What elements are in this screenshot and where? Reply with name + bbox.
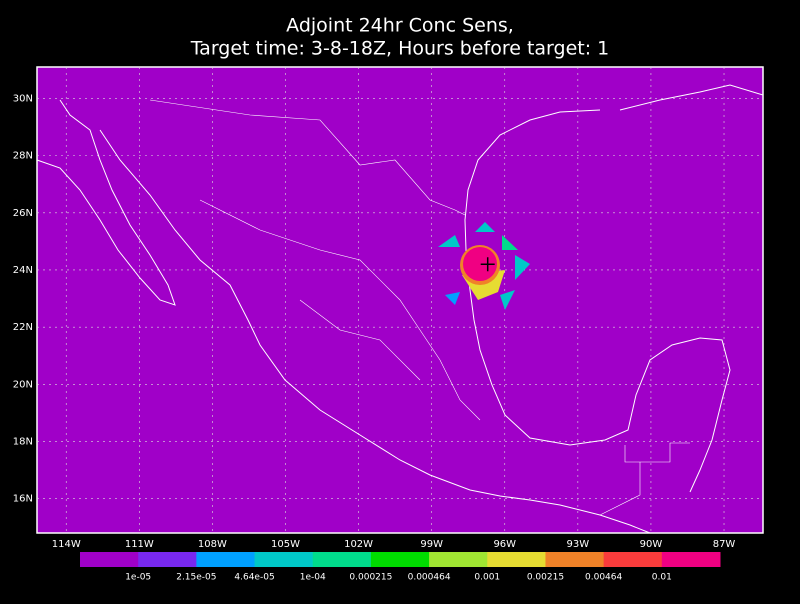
colorbar-label: 2.15e-05 — [176, 573, 216, 583]
lat-label: 24N — [13, 265, 33, 276]
border — [599, 442, 690, 516]
lat-label: 20N — [13, 379, 33, 390]
title-line: Target time: 3-8-18Z, Hours before targe… — [190, 38, 610, 60]
lon-label: 99W — [420, 539, 443, 550]
lon-label: 87W — [713, 539, 736, 550]
lat-label: 16N — [13, 494, 33, 505]
grid — [37, 67, 763, 533]
colorbar: 1e-05 2.15e-05 4.64e-05 1e-04 0.000215 0.0004… — [80, 552, 721, 583]
colorbar-segment — [661, 552, 721, 567]
colorbar-segment — [312, 552, 372, 567]
contour — [445, 292, 460, 305]
contour — [463, 247, 497, 281]
colorbar-segment — [487, 552, 546, 567]
colorbar-label: 0.00215 — [527, 573, 564, 583]
colorbar-label: 0.000464 — [408, 573, 451, 583]
colorbar-segment — [138, 552, 197, 567]
contour — [438, 235, 460, 247]
colorbar-label: 1e-05 — [125, 573, 151, 583]
lat-label: 26N — [13, 208, 33, 219]
lon-label: 96W — [493, 539, 516, 550]
colorbar-segment — [196, 552, 256, 567]
lon-label: 114W — [52, 539, 81, 550]
coastlines — [36, 84, 764, 534]
lon-label: 108W — [198, 539, 227, 550]
contour — [515, 255, 530, 280]
lat-label: 22N — [13, 322, 33, 333]
lat-label: 28N — [13, 151, 33, 162]
contour — [502, 235, 518, 250]
colorbar-segment — [80, 552, 139, 567]
border — [149, 99, 466, 216]
coastline — [36, 99, 176, 306]
lon-label: 105W — [271, 539, 300, 550]
lon-label: 111W — [125, 539, 154, 550]
colorbar-segment — [254, 552, 314, 567]
border — [199, 199, 481, 421]
lat-label: 18N — [13, 437, 33, 448]
lon-label: 93W — [567, 539, 590, 550]
sensitivity-contours — [438, 222, 530, 310]
lon-label: 90W — [640, 539, 663, 550]
colorbar-label: 0.01 — [652, 573, 672, 583]
colorbar-segment — [603, 552, 663, 567]
contour — [475, 222, 495, 232]
colorbar-label: 4.64e-05 — [234, 573, 274, 583]
ticks: 30N 28N 26N 24N 22N 20N 18N 16N 114W 111W 108W 105W… — [13, 93, 736, 550]
coastline — [464, 109, 731, 493]
colorbar-label: 1e-04 — [300, 573, 326, 583]
lon-label: 102W — [344, 539, 373, 550]
colorbar-segment — [370, 552, 430, 567]
colorbar-label: 0.00464 — [585, 573, 622, 583]
contour — [500, 290, 515, 310]
colorbar-label: 0.001 — [474, 573, 500, 583]
colorbar-label: 0.000215 — [349, 573, 392, 583]
title-line: Adjoint 24hr Conc Sens, — [286, 15, 514, 37]
coastline — [99, 129, 651, 534]
lat-label: 30N — [13, 93, 33, 104]
colorbar-segment — [545, 552, 605, 567]
colorbar-segment — [429, 552, 488, 567]
coastline — [619, 84, 764, 111]
